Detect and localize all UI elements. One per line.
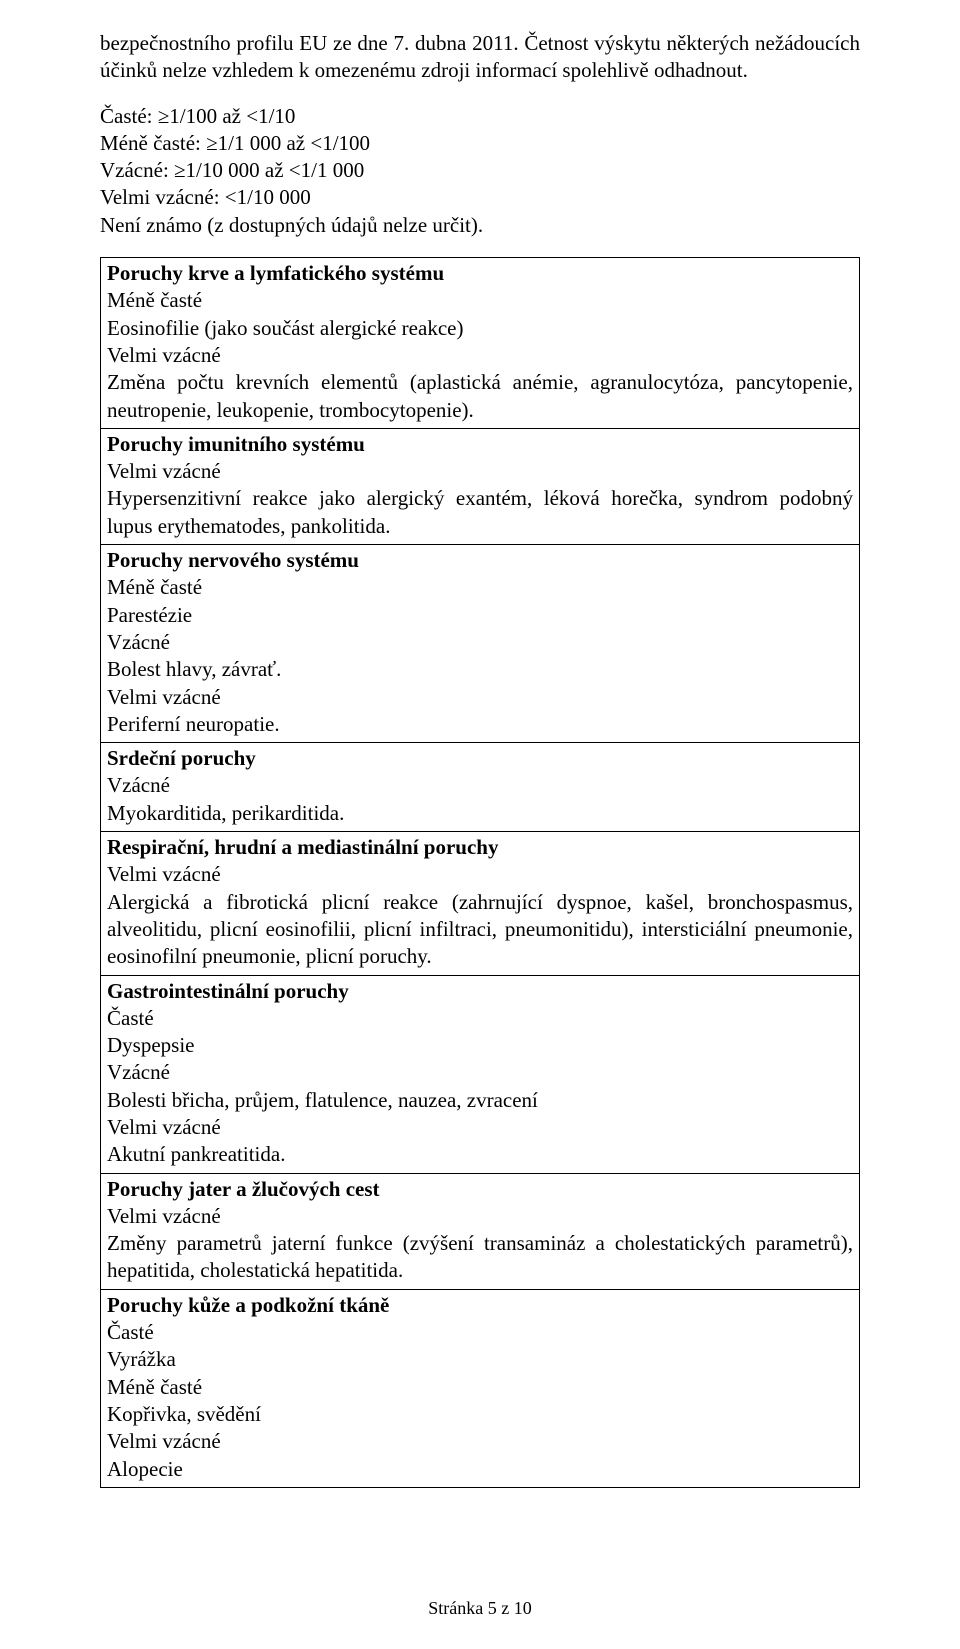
section-heading: Poruchy krve a lymfatického systému — [107, 260, 853, 287]
section-heading: Poruchy imunitního systému — [107, 431, 853, 458]
body-line: Změna počtu krevních elementů (aplastick… — [107, 369, 853, 424]
table-cell: Poruchy nervového systémuMéně častéPares… — [101, 545, 860, 743]
table-cell: Srdeční poruchyVzácnéMyokarditida, perik… — [101, 743, 860, 832]
body-line: Hypersenzitivní reakce jako alergický ex… — [107, 485, 853, 540]
section-heading: Poruchy kůže a podkožní tkáně — [107, 1292, 853, 1319]
body-line: Eosinofilie (jako součást alergické reak… — [107, 315, 853, 342]
frequency-definitions: Časté: ≥1/100 až <1/10 Méně časté: ≥1/1 … — [100, 103, 860, 239]
table-cell: Poruchy imunitního systémuVelmi vzácnéHy… — [101, 428, 860, 544]
table-cell: Poruchy jater a žlučových cestVelmi vzác… — [101, 1173, 860, 1289]
body-line: Časté — [107, 1319, 853, 1346]
body-line: Dyspepsie — [107, 1032, 853, 1059]
adverse-effects-table: Poruchy krve a lymfatického systémuMéně … — [100, 257, 860, 1488]
body-line: Velmi vzácné — [107, 684, 853, 711]
section-heading: Srdeční poruchy — [107, 745, 853, 772]
body-line: Parestézie — [107, 602, 853, 629]
body-line: Vzácné — [107, 629, 853, 656]
body-line: Myokarditida, perikarditida. — [107, 800, 853, 827]
freq-line: Méně časté: ≥1/1 000 až <1/100 — [100, 130, 860, 157]
freq-line: Velmi vzácné: <1/10 000 — [100, 184, 860, 211]
body-line: Bolesti břicha, průjem, flatulence, nauz… — [107, 1087, 853, 1114]
table-cell: Respirační, hrudní a mediastinální poruc… — [101, 832, 860, 975]
body-line: Velmi vzácné — [107, 861, 853, 888]
body-line: Periferní neuropatie. — [107, 711, 853, 738]
section-heading: Respirační, hrudní a mediastinální poruc… — [107, 834, 853, 861]
table-row: Poruchy kůže a podkožní tkáněČastéVyrážk… — [101, 1289, 860, 1487]
body-line: Vzácné — [107, 1059, 853, 1086]
body-line: Bolest hlavy, závrať. — [107, 656, 853, 683]
section-heading: Poruchy jater a žlučových cest — [107, 1176, 853, 1203]
table-row: Respirační, hrudní a mediastinální poruc… — [101, 832, 860, 975]
table-cell: Poruchy kůže a podkožní tkáněČastéVyrážk… — [101, 1289, 860, 1487]
table-row: Gastrointestinální poruchyČastéDyspepsie… — [101, 975, 860, 1173]
table-row: Srdeční poruchyVzácnéMyokarditida, perik… — [101, 743, 860, 832]
page-footer: Stránka 5 z 10 — [0, 1598, 960, 1619]
freq-line: Vzácné: ≥1/10 000 až <1/1 000 — [100, 157, 860, 184]
intro-paragraph: bezpečnostního profilu EU ze dne 7. dubn… — [100, 30, 860, 85]
body-line: Méně časté — [107, 574, 853, 601]
body-line: Časté — [107, 1005, 853, 1032]
body-line: Vzácné — [107, 772, 853, 799]
body-line: Změny parametrů jaterní funkce (zvýšení … — [107, 1230, 853, 1285]
table-cell: Poruchy krve a lymfatického systémuMéně … — [101, 258, 860, 429]
body-line: Alergická a fibrotická plicní reakce (za… — [107, 889, 853, 971]
body-line: Velmi vzácné — [107, 342, 853, 369]
table-cell: Gastrointestinální poruchyČastéDyspepsie… — [101, 975, 860, 1173]
table-row: Poruchy nervového systémuMéně častéPares… — [101, 545, 860, 743]
body-line: Velmi vzácné — [107, 1428, 853, 1455]
table-row: Poruchy jater a žlučových cestVelmi vzác… — [101, 1173, 860, 1289]
body-line: Alopecie — [107, 1456, 853, 1483]
body-line: Akutní pankreatitida. — [107, 1141, 853, 1168]
table-row: Poruchy krve a lymfatického systémuMéně … — [101, 258, 860, 429]
freq-line: Není známo (z dostupných údajů nelze urč… — [100, 212, 860, 239]
body-line: Vyrážka — [107, 1346, 853, 1373]
body-line: Méně časté — [107, 287, 853, 314]
table-row: Poruchy imunitního systémuVelmi vzácnéHy… — [101, 428, 860, 544]
body-line: Kopřivka, svědění — [107, 1401, 853, 1428]
freq-line: Časté: ≥1/100 až <1/10 — [100, 103, 860, 130]
body-line: Velmi vzácné — [107, 1203, 853, 1230]
document-page: bezpečnostního profilu EU ze dne 7. dubn… — [0, 0, 960, 1649]
section-heading: Poruchy nervového systému — [107, 547, 853, 574]
body-line: Velmi vzácné — [107, 458, 853, 485]
section-heading: Gastrointestinální poruchy — [107, 978, 853, 1005]
body-line: Méně časté — [107, 1374, 853, 1401]
body-line: Velmi vzácné — [107, 1114, 853, 1141]
